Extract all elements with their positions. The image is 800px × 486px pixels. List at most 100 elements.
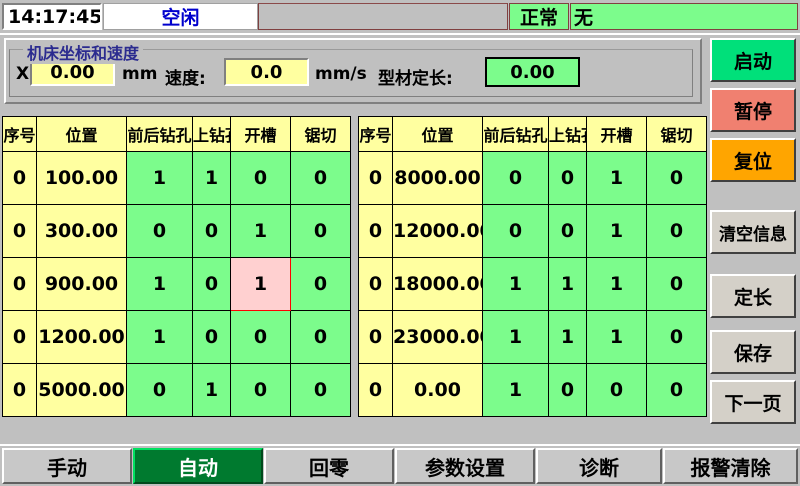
cell-index[interactable]: 0 xyxy=(358,257,393,311)
cell-index[interactable]: 0 xyxy=(2,310,37,364)
cell-side-drill[interactable]: 1 xyxy=(482,363,549,417)
cell-slotting[interactable]: 1 xyxy=(230,204,291,258)
speed-value[interactable]: 0.0 xyxy=(224,58,309,86)
cell-sawing[interactable]: 0 xyxy=(290,310,351,364)
cell-slotting[interactable]: 1 xyxy=(586,204,647,258)
cell-slotting[interactable]: 1 xyxy=(586,257,647,311)
tab-auto[interactable]: 自动 xyxy=(133,448,263,484)
speed-unit-label: mm/s xyxy=(315,64,367,84)
table-row[interactable]: 0 300.00 0 0 1 0 xyxy=(2,204,351,258)
pause-button[interactable]: 暂停 xyxy=(710,88,796,132)
cell-sawing[interactable]: 0 xyxy=(290,257,351,311)
status-blank-panel xyxy=(258,3,508,30)
machine-coordinate-panel: 机床坐标和速度 X 0.00 mm 速度: 0.0 mm/s 型材定长: 0.0… xyxy=(4,38,702,104)
table-row[interactable]: 0 100.00 1 1 0 0 xyxy=(2,151,351,205)
cell-side-drill[interactable]: 0 xyxy=(482,204,549,258)
cell-top-drill[interactable]: 0 xyxy=(548,204,587,258)
table-row[interactable]: 0 0.00 1 0 0 0 xyxy=(358,363,707,417)
next-page-button[interactable]: 下一页 xyxy=(710,380,796,424)
cell-position[interactable]: 18000.00 xyxy=(392,257,483,311)
tab-manual[interactable]: 手动 xyxy=(2,448,132,484)
col-header-slotting: 开槽 xyxy=(230,116,291,152)
table-header-row: 序号 位置 前后钻孔 上钻孔 开槽 锯切 xyxy=(358,116,707,152)
col-header-position: 位置 xyxy=(36,116,127,152)
cell-index[interactable]: 0 xyxy=(2,204,37,258)
table-row[interactable]: 0 900.00 1 0 1 0 xyxy=(2,257,351,311)
col-header-index: 序号 xyxy=(358,116,393,152)
clock-display: 14:17:45 xyxy=(2,3,102,30)
cell-slotting[interactable]: 1 xyxy=(586,151,647,205)
cell-slotting[interactable]: 1 xyxy=(586,310,647,364)
cell-top-drill[interactable]: 0 xyxy=(548,363,587,417)
cell-top-drill[interactable]: 0 xyxy=(192,257,231,311)
col-header-top-drill: 上钻孔 xyxy=(548,116,587,152)
tab-clear-alarm[interactable]: 报警清除 xyxy=(663,448,798,484)
cell-top-drill[interactable]: 0 xyxy=(192,204,231,258)
cell-position[interactable]: 8000.00 xyxy=(392,151,483,205)
cell-position[interactable]: 0.00 xyxy=(392,363,483,417)
cell-top-drill[interactable]: 0 xyxy=(548,151,587,205)
save-button[interactable]: 保存 xyxy=(710,330,796,374)
cell-sawing[interactable]: 0 xyxy=(646,151,707,205)
cell-top-drill[interactable]: 1 xyxy=(192,363,231,417)
table-row[interactable]: 0 8000.00 0 0 1 0 xyxy=(358,151,707,205)
cell-index[interactable]: 0 xyxy=(358,363,393,417)
cell-sawing[interactable]: 0 xyxy=(646,257,707,311)
cell-top-drill[interactable]: 0 xyxy=(192,310,231,364)
cell-top-drill[interactable]: 1 xyxy=(192,151,231,205)
col-header-top-drill: 上钻孔 xyxy=(192,116,231,152)
cell-side-drill[interactable]: 1 xyxy=(126,257,193,311)
cell-side-drill[interactable]: 1 xyxy=(482,310,549,364)
reset-button[interactable]: 复位 xyxy=(710,138,796,182)
cell-index[interactable]: 0 xyxy=(2,363,37,417)
col-header-side-drill: 前后钻孔 xyxy=(482,116,549,152)
cell-side-drill[interactable]: 0 xyxy=(126,204,193,258)
cell-index[interactable]: 0 xyxy=(2,151,37,205)
cell-sawing[interactable]: 0 xyxy=(290,151,351,205)
cell-sawing[interactable]: 0 xyxy=(646,204,707,258)
tab-diagnostics[interactable]: 诊断 xyxy=(536,448,662,484)
cell-slotting[interactable]: 0 xyxy=(230,151,291,205)
cell-position[interactable]: 100.00 xyxy=(36,151,127,205)
table-row[interactable]: 0 5000.00 0 1 0 0 xyxy=(2,363,351,417)
clear-info-button[interactable]: 清空信息 xyxy=(710,210,796,254)
cell-position[interactable]: 900.00 xyxy=(36,257,127,311)
table-row[interactable]: 0 1200.00 1 0 0 0 xyxy=(2,310,351,364)
cell-slotting[interactable]: 0 xyxy=(230,310,291,364)
cell-position[interactable]: 23000.00 xyxy=(392,310,483,364)
cell-slotting[interactable]: 0 xyxy=(230,363,291,417)
cell-side-drill[interactable]: 1 xyxy=(482,257,549,311)
table-header-row: 序号 位置 前后钻孔 上钻孔 开槽 锯切 xyxy=(2,116,351,152)
cell-sawing[interactable]: 0 xyxy=(646,363,707,417)
cell-top-drill[interactable]: 1 xyxy=(548,257,587,311)
cell-side-drill[interactable]: 0 xyxy=(126,363,193,417)
cell-side-drill[interactable]: 1 xyxy=(126,310,193,364)
cell-index[interactable]: 0 xyxy=(2,257,37,311)
fixed-length-button[interactable]: 定长 xyxy=(710,274,796,318)
cell-position[interactable]: 1200.00 xyxy=(36,310,127,364)
profile-length-value[interactable]: 0.00 xyxy=(485,57,580,87)
profile-length-label: 型材定长: xyxy=(378,69,453,89)
cell-position[interactable]: 12000.00 xyxy=(392,204,483,258)
cell-side-drill[interactable]: 0 xyxy=(482,151,549,205)
cell-slotting[interactable]: 0 xyxy=(586,363,647,417)
cell-top-drill[interactable]: 1 xyxy=(548,310,587,364)
cell-sawing[interactable]: 0 xyxy=(290,204,351,258)
cell-position[interactable]: 5000.00 xyxy=(36,363,127,417)
tab-home[interactable]: 回零 xyxy=(264,448,394,484)
cell-slotting[interactable]: 1 xyxy=(230,257,291,311)
cell-index[interactable]: 0 xyxy=(358,204,393,258)
cell-sawing[interactable]: 0 xyxy=(646,310,707,364)
alarm-message-display: 无 xyxy=(570,3,798,30)
cell-side-drill[interactable]: 1 xyxy=(126,151,193,205)
cell-sawing[interactable]: 0 xyxy=(290,363,351,417)
cell-index[interactable]: 0 xyxy=(358,151,393,205)
cell-position[interactable]: 300.00 xyxy=(36,204,127,258)
start-button[interactable]: 启动 xyxy=(710,38,796,82)
tab-parameters[interactable]: 参数设置 xyxy=(395,448,535,484)
cell-index[interactable]: 0 xyxy=(358,310,393,364)
